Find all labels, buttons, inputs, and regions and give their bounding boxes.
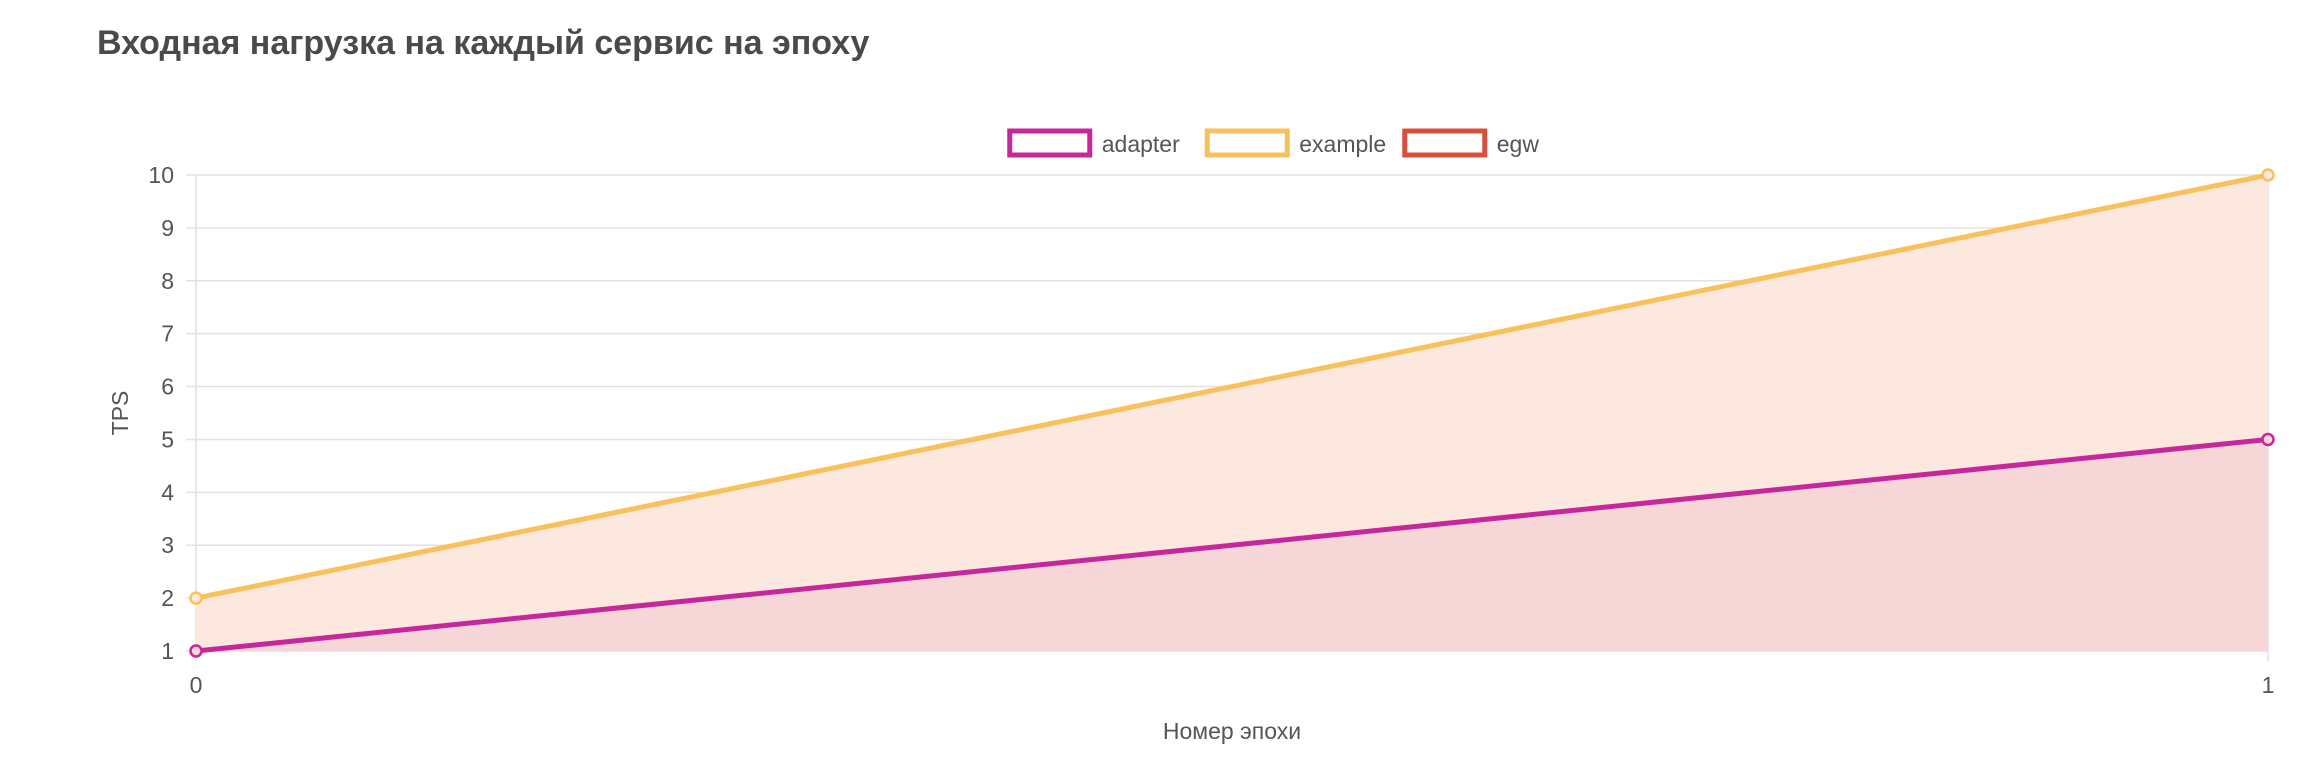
y-tick-label: 6 (161, 374, 174, 400)
y-tick-label: 8 (161, 268, 174, 294)
legend-label-adapter[interactable]: adapter (1102, 131, 1180, 157)
y-tick-label: 4 (161, 479, 174, 505)
y-tick-label: 10 (148, 162, 174, 188)
series-line-example (195, 172, 2269, 601)
y-tick-label: 5 (161, 426, 174, 452)
y-tick-label: 3 (161, 532, 174, 558)
x-axis-label: Номер эпохи (1163, 718, 1301, 744)
y-tick-label: 7 (161, 321, 174, 347)
y-tick-label: 2 (161, 585, 174, 611)
x-tick-label: 1 (2262, 672, 2275, 698)
y-tick-label: 1 (161, 638, 174, 664)
data-point-adapter[interactable] (189, 644, 203, 658)
y-axis-label: TPS (107, 391, 133, 436)
legend-swatch-egw[interactable] (1402, 128, 1488, 158)
chart-title: Входная нагрузка на каждый сервис на эпо… (97, 24, 870, 62)
legend-swatch-example[interactable] (1204, 128, 1290, 158)
data-point-example[interactable] (189, 591, 203, 605)
series-line-adapter (195, 436, 2269, 654)
legend-label-egw[interactable]: egw (1497, 131, 1540, 157)
y-tick-label: 9 (161, 215, 174, 241)
legend-label-example[interactable]: example (1299, 131, 1386, 157)
x-tick-label: 0 (190, 672, 203, 698)
data-point-example[interactable] (2261, 168, 2275, 182)
legend-swatch-adapter[interactable] (1007, 128, 1093, 158)
data-point-adapter[interactable] (2261, 432, 2275, 447)
